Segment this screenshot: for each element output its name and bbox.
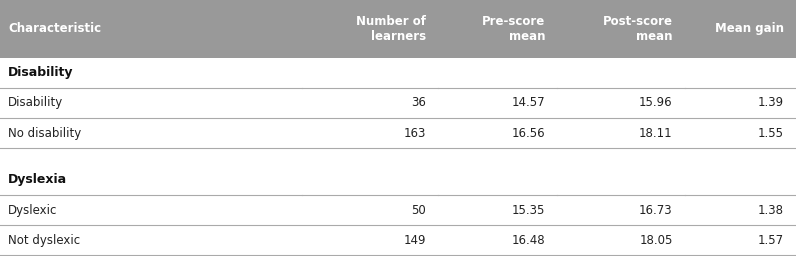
Text: 16.73: 16.73 [639,204,673,217]
Text: 16.48: 16.48 [512,234,545,247]
Text: 149: 149 [404,234,426,247]
Text: Characteristic: Characteristic [8,22,101,35]
Text: Dyslexia: Dyslexia [8,174,67,186]
Text: 36: 36 [411,97,426,109]
Text: 1.57: 1.57 [758,234,784,247]
Text: 18.05: 18.05 [639,234,673,247]
Text: 15.35: 15.35 [512,204,545,217]
Text: Post-score
mean: Post-score mean [603,15,673,43]
Text: 1.39: 1.39 [758,97,784,109]
Text: 1.38: 1.38 [758,204,784,217]
Text: 18.11: 18.11 [639,127,673,140]
Text: Disability: Disability [8,66,73,79]
Text: Mean gain: Mean gain [715,22,784,35]
Text: 50: 50 [411,204,426,217]
Text: 1.55: 1.55 [758,127,784,140]
Bar [0,0,796,58]
Text: Not dyslexic: Not dyslexic [8,234,80,247]
Text: 163: 163 [404,127,426,140]
Text: 16.56: 16.56 [512,127,545,140]
Text: 14.57: 14.57 [512,97,545,109]
Text: Dyslexic: Dyslexic [8,204,57,217]
Text: Disability: Disability [8,97,63,109]
Text: Number of
learners: Number of learners [356,15,426,43]
Text: 15.96: 15.96 [639,97,673,109]
Text: Pre-score
mean: Pre-score mean [482,15,545,43]
Text: No disability: No disability [8,127,81,140]
